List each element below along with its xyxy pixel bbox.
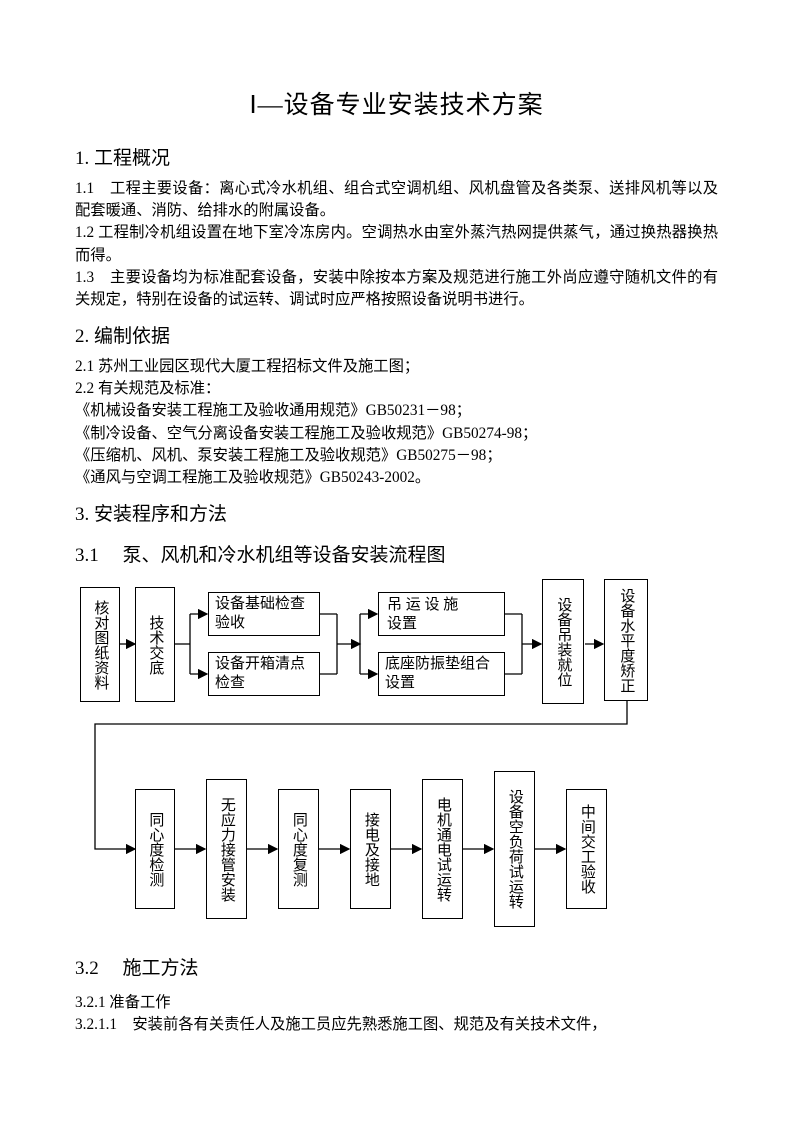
- section-3-heading: 3. 安装程序和方法: [75, 499, 718, 526]
- flow-node-r2-4: 接电及接地: [350, 789, 391, 909]
- para-2-4: 《制冷设备、空气分离设备安装工程施工及验收规范》GB50274-98；: [75, 423, 718, 445]
- section-3-1-heading: 3.1 泵、风机和冷水机组等设备安装流程图: [75, 540, 718, 567]
- flow-node-r1-6: 底座防振垫组合设置: [378, 652, 505, 696]
- flow-node-r2-7: 中间交工验收: [566, 789, 607, 909]
- flow-node-r1-2: 技术交底: [135, 587, 175, 702]
- flow-node-r1-3: 设备基础检查验收: [208, 592, 320, 636]
- para-2-3: 《机械设备安装工程施工及验收通用规范》GB50231－98；: [75, 400, 718, 422]
- para-3-2-1-1: 3.2.1.1 安装前各有关责任人及施工员应先熟悉施工图、规范及有关技术文件，: [75, 1014, 718, 1036]
- section-2-heading: 2. 编制依据: [75, 321, 718, 348]
- flow-node-r1-7: 设备吊装就位: [542, 579, 584, 704]
- para-2-2: 2.2 有关规范及标准：: [75, 378, 718, 400]
- para-3-2-1: 3.2.1 准备工作: [75, 992, 718, 1014]
- section-3-2-heading: 3.2 施工方法: [75, 953, 718, 980]
- para-2-1: 2.1 苏州工业园区现代大厦工程招标文件及施工图；: [75, 356, 718, 378]
- flow-node-r1-5: 吊 运 设 施 设置: [378, 592, 505, 636]
- flow-node-r2-6: 设备空负荷试运转: [494, 771, 535, 927]
- flow-node-r1-4: 设备开箱清点检查: [208, 652, 320, 696]
- flow-node-r1-8: 设备水平度矫正: [604, 579, 648, 701]
- flow-node-r2-2: 无应力接管安装: [206, 779, 247, 919]
- para-1-2: 1.2 工程制冷机组设置在地下室冷冻房内。空调热水由室外蒸汽热网提供蒸气，通过换…: [75, 222, 718, 266]
- para-2-5: 《压缩机、风机、泵安装工程施工及验收规范》GB50275－98；: [75, 445, 718, 467]
- para-1-3: 1.3 主要设备均为标准配套设备，安装中除按本方案及规范进行施工外尚应遵守随机文…: [75, 267, 718, 311]
- flowchart: 核对图纸资料 技术交底 设备基础检查验收 设备开箱清点检查 吊 运 设 施 设置…: [75, 579, 715, 939]
- flow-node-r2-5: 电机通电试运转: [422, 779, 463, 919]
- flow-node-r1-5-l2: 设置: [387, 616, 417, 632]
- para-2-6: 《通风与空调工程施工及验收规范》GB50243-2002。: [75, 467, 718, 489]
- para-1-1: 1.1 工程主要设备：离心式冷水机组、组合式空调机组、风机盘管及各类泵、送排风机…: [75, 178, 718, 222]
- section-1-heading: 1. 工程概况: [75, 143, 718, 170]
- flow-node-r2-3: 同心度复测: [278, 789, 319, 909]
- flow-node-r2-1: 同心度检测: [135, 789, 175, 909]
- page-title: Ⅰ—设备专业安装技术方案: [75, 85, 718, 121]
- flow-node-r1-5-l1: 吊 运 设 施: [387, 597, 458, 613]
- flow-node-r1-1: 核对图纸资料: [80, 587, 120, 702]
